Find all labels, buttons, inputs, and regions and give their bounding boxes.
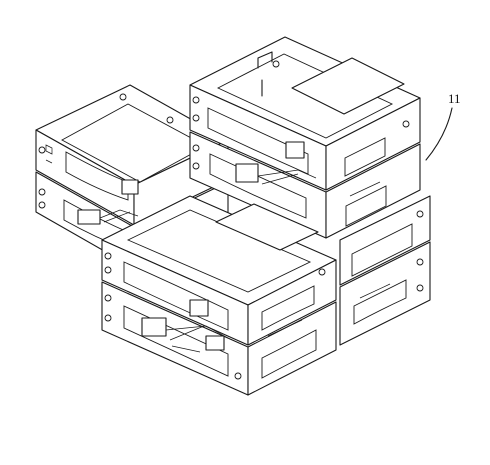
circuit-board-back-right — [235, 141, 381, 197]
reference-numeral-11: 11 — [448, 91, 461, 106]
chassis-frame-back-right-lower — [189, 131, 421, 239]
chassis-frame-back-right-upper — [189, 36, 421, 191]
circuit-board-front — [141, 299, 303, 353]
circuit-board-back-left — [77, 179, 139, 225]
chassis-frame-front-lower — [101, 281, 337, 396]
leader-line-11 — [425, 107, 453, 161]
chassis-frame-right-middle — [339, 195, 431, 286]
chassis-frame-right-bottom — [339, 241, 431, 346]
chassis-frame-front-upper — [101, 195, 337, 346]
